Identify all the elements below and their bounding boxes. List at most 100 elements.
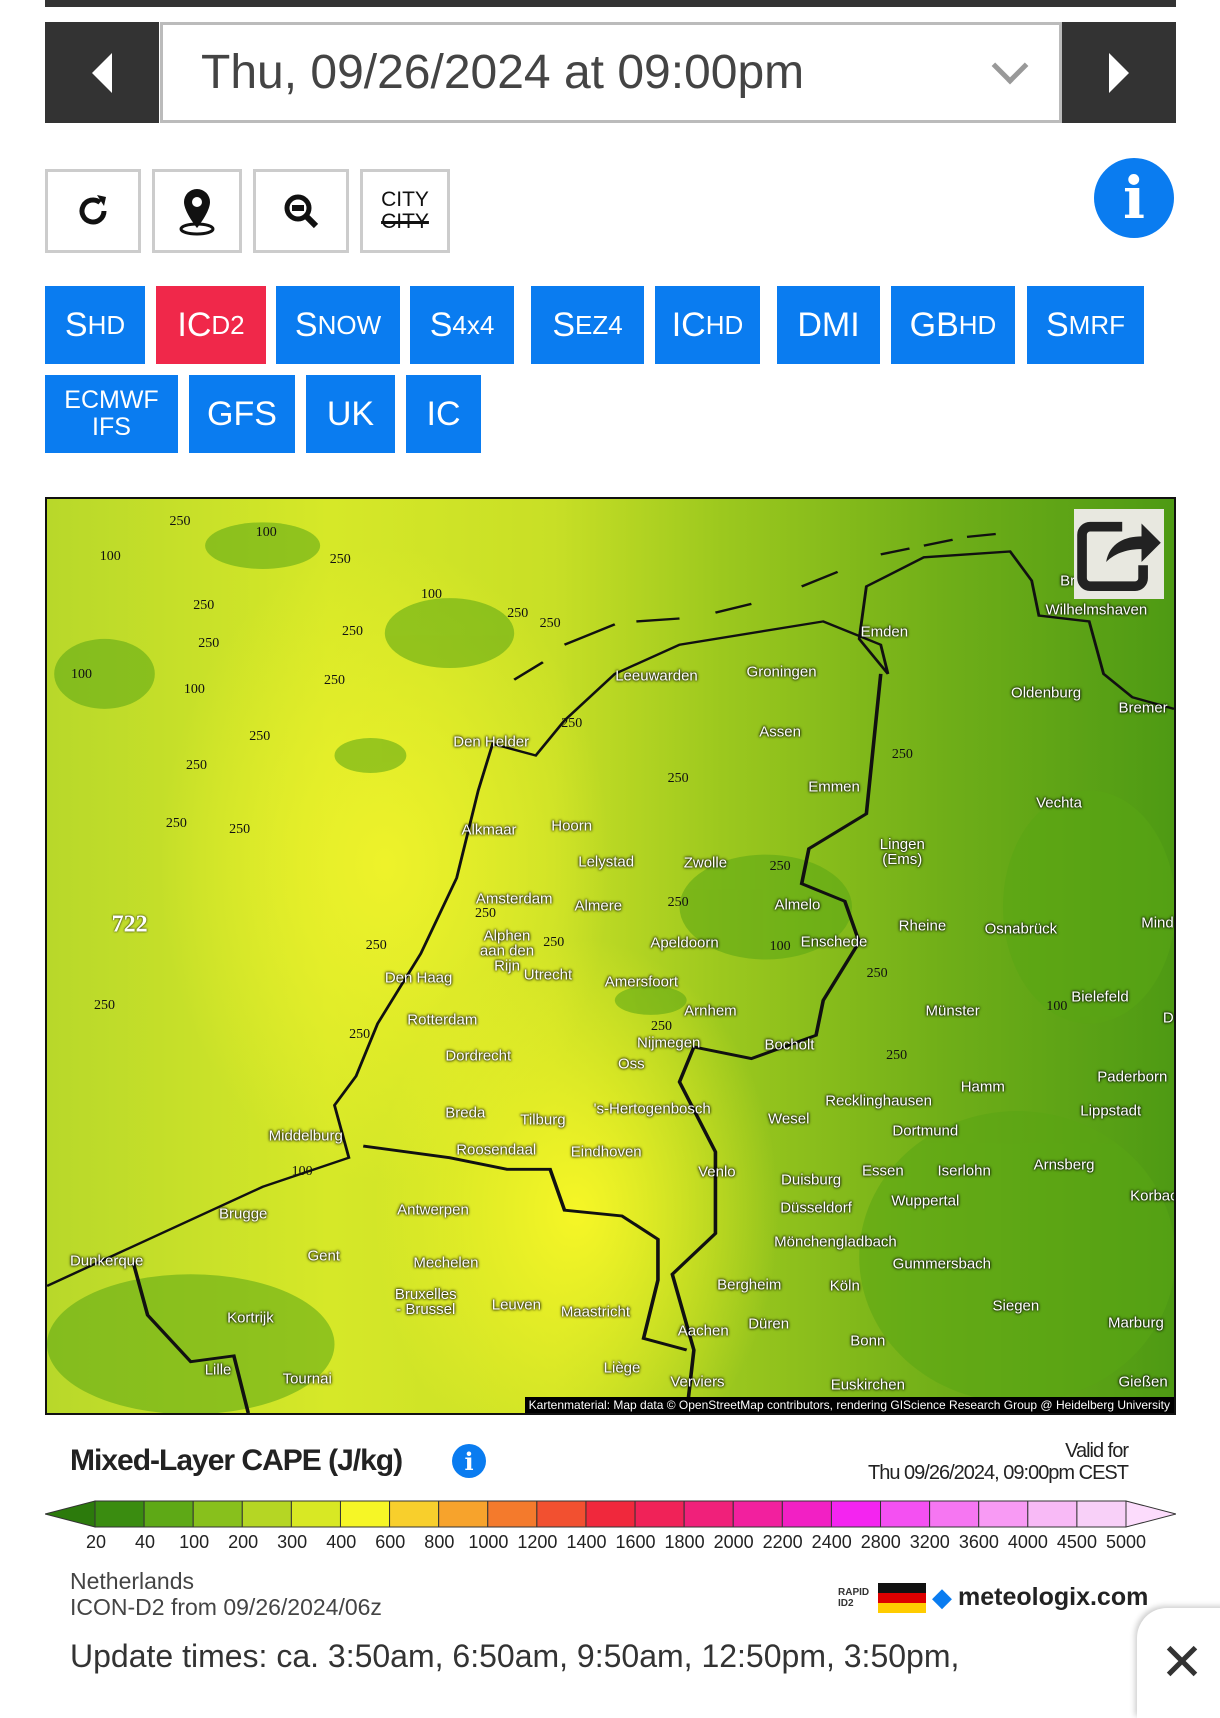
contour-label: 250 (186, 757, 207, 773)
scale-tick-label: 1600 (615, 1532, 656, 1552)
city-label: Bielefeld (1071, 988, 1129, 1006)
city-label: Antwerpen (397, 1201, 469, 1219)
scale-bin (781, 1500, 832, 1528)
city-label: Münster (925, 1002, 980, 1020)
model-button-sez4[interactable]: S EZ4 (531, 286, 644, 364)
model-button-ecmwfifs[interactable]: ECMWF IFS (45, 375, 178, 453)
model-button-gbhd[interactable]: GB HD (891, 286, 1015, 364)
city-label: Nijmegen (637, 1034, 701, 1052)
info-button[interactable]: i (1094, 158, 1174, 238)
city-label: Eindhoven (570, 1143, 642, 1161)
valid-label: Valid for (1065, 1440, 1129, 1462)
model-button-gfs[interactable]: GFS (189, 375, 295, 453)
city-label: Hoorn (551, 817, 593, 835)
city-label: Amsterdam (475, 890, 553, 908)
weather-map[interactable]: 250 100 100 250 250 100 250 250 250 250 100 100 250 2… (45, 497, 1176, 1415)
share-button[interactable] (1074, 509, 1164, 599)
contour-label: 250 (341, 623, 363, 639)
previous-time-button[interactable] (45, 22, 159, 123)
contour-label: 250 (198, 635, 220, 651)
city-label: Mönchengladbach (774, 1233, 897, 1251)
scale-bin (929, 1500, 980, 1528)
city-labels-toggle[interactable]: CITY CITY (360, 169, 450, 253)
scale-tick-label: 300 (277, 1532, 308, 1552)
model-button-uk[interactable]: UK (306, 375, 395, 453)
city-label: Bocholt (764, 1036, 815, 1054)
logos: RAPID ID2 ◆ meteologix.com (838, 1582, 1148, 1613)
city-label: Middelburg (268, 1127, 343, 1145)
city-label: Bergheim (717, 1276, 782, 1294)
model-button-icd2[interactable]: IC D2 (156, 286, 266, 364)
city-label: Düren (748, 1315, 790, 1333)
model-button-shd[interactable]: S HD (45, 286, 145, 364)
city-label: Oss (618, 1055, 645, 1073)
city-label: Utrecht (523, 966, 573, 984)
refresh-icon (79, 195, 107, 225)
city-label: Siegen (992, 1297, 1040, 1315)
zoom-out-button[interactable] (253, 169, 349, 253)
city-label: Dordrecht (445, 1047, 512, 1065)
model-button-snow[interactable]: S NOW (276, 286, 400, 364)
contour-label: 250 (651, 1018, 673, 1034)
contour-label: 100 (255, 524, 277, 540)
next-time-button[interactable] (1062, 22, 1176, 123)
city-label: Leeuwarden (615, 667, 698, 685)
legend-info-icon[interactable]: i (452, 1444, 486, 1478)
scale-tick-label: 200 (228, 1532, 259, 1552)
city-label: Emmen (808, 778, 860, 796)
city-label: Assen (759, 723, 801, 741)
model-button-ichd[interactable]: IC HD (655, 286, 760, 364)
city-label: Düsseldorf (780, 1199, 852, 1217)
model-run: ICON-D2 from 09/26/2024/06z (70, 1594, 382, 1620)
region-name: Netherlands (70, 1568, 195, 1594)
scale-tick-label: 1800 (664, 1532, 705, 1552)
model-button-s4x4[interactable]: S 4x4 (410, 286, 514, 364)
color-scale-ticks: 20 40 100 200 300 400 600 800 1000 1200 1400 1600 18… (86, 1532, 1146, 1556)
scale-tick-label: 2000 (713, 1532, 754, 1552)
scale-tick-label: 3600 (958, 1532, 999, 1552)
contour-label: 250 (349, 1027, 371, 1043)
contour-label: 100 (183, 682, 205, 698)
city-label: Recklinghausen (825, 1092, 932, 1110)
scale-tick-label: 20 (85, 1532, 107, 1552)
model-button-smrf[interactable]: S MRF (1027, 286, 1144, 364)
location-button[interactable] (152, 169, 242, 253)
close-button[interactable]: ✕ (1137, 1608, 1220, 1718)
scale-tick-label: 2200 (762, 1532, 803, 1552)
city-label: Den Helder (453, 733, 530, 751)
valid-time-value: Thu 09/26/2024, 09:00pm CEST (868, 1462, 1129, 1484)
scale-tick-label: 100 (179, 1532, 210, 1552)
contour-label: 250 (507, 606, 529, 622)
scale-bin (438, 1500, 489, 1528)
contour-label: 100 (1046, 999, 1068, 1015)
scale-bin (339, 1500, 391, 1528)
city-label: Bruxelles - Brussel (394, 1286, 457, 1319)
city-label: Iserlohn (937, 1162, 991, 1179)
city-label: Osnabrück (984, 920, 1058, 938)
contour-label: 722 (111, 911, 148, 938)
contour-label: 250 (165, 815, 187, 831)
contour-label: 250 (329, 552, 351, 568)
scale-bin (683, 1500, 734, 1528)
city-label: Lelystad (578, 853, 635, 871)
city-label: Almere (574, 897, 623, 915)
scale-arrow-high (1125, 1500, 1176, 1528)
valid-time: Valid for Thu 09/26/2024, 09:00pm CEST (868, 1440, 1129, 1484)
refresh-button[interactable] (45, 169, 141, 253)
date-time-select[interactable]: Thu, 09/26/2024 at 09:00pm (160, 22, 1062, 123)
city-label: Venlo (698, 1163, 736, 1181)
model-button-ic[interactable]: IC (406, 375, 481, 453)
scale-tick-label: 4500 (1056, 1532, 1097, 1552)
city-label: Gummersbach (892, 1255, 992, 1273)
top-bar (45, 0, 1176, 7)
contour-label: 250 (249, 728, 271, 744)
city-label: Bremer (1118, 699, 1168, 717)
model-button-dmi[interactable]: DMI (777, 286, 880, 364)
scale-bin (290, 1500, 341, 1528)
contour-label: 250 (229, 822, 251, 838)
city-label: Lille (204, 1361, 232, 1379)
share-icon (1077, 521, 1161, 591)
contour-label: 250 (193, 597, 215, 613)
city-label: Wesel (768, 1110, 810, 1128)
city-label: Liège (603, 1359, 641, 1377)
